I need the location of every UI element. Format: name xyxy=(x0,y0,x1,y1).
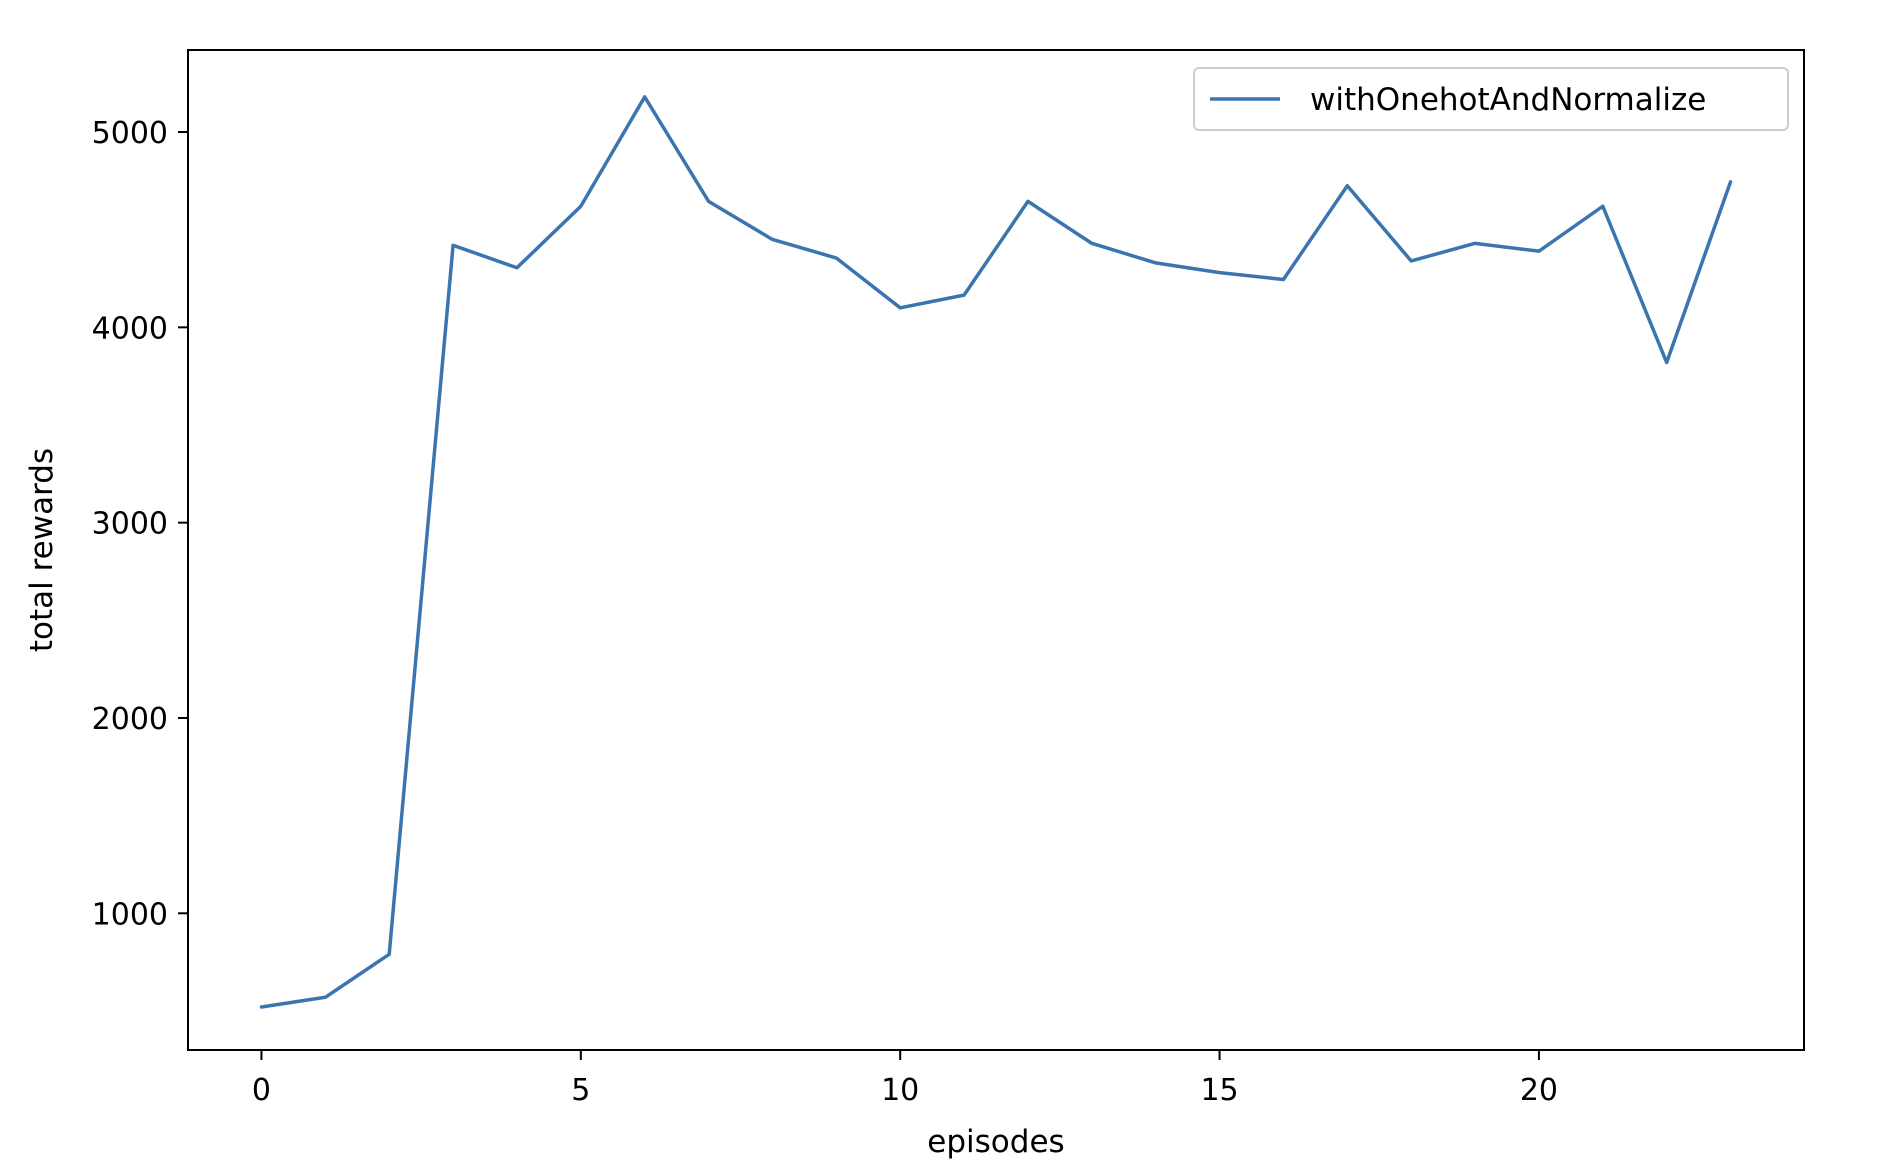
y-tick-label: 2000 xyxy=(92,702,168,737)
y-tick-label: 5000 xyxy=(92,116,168,151)
plot-area xyxy=(259,95,1733,1009)
axes: 0 5 10 15 20 1000 2000 3000 4000 5000 xyxy=(92,49,1805,1108)
y-axis-label: total rewards xyxy=(24,448,60,652)
plot-frame xyxy=(187,49,1805,1051)
y-tick-label: 1000 xyxy=(92,897,168,932)
x-tick-label: 20 xyxy=(1520,1073,1558,1108)
series-line xyxy=(259,95,1733,1009)
legend: withOnehotAndNormalize xyxy=(1193,67,1789,131)
y-tick-label: 4000 xyxy=(92,311,168,346)
legend-box xyxy=(1193,67,1789,131)
x-tick-label: 0 xyxy=(252,1073,271,1108)
y-tick-label: 3000 xyxy=(92,507,168,542)
x-tick-label: 15 xyxy=(1200,1073,1238,1108)
x-axis-label: episodes xyxy=(927,1124,1064,1160)
x-tick-label: 10 xyxy=(881,1073,919,1108)
x-tick-label: 5 xyxy=(571,1073,590,1108)
legend-label: withOnehotAndNormalize xyxy=(1310,82,1706,118)
